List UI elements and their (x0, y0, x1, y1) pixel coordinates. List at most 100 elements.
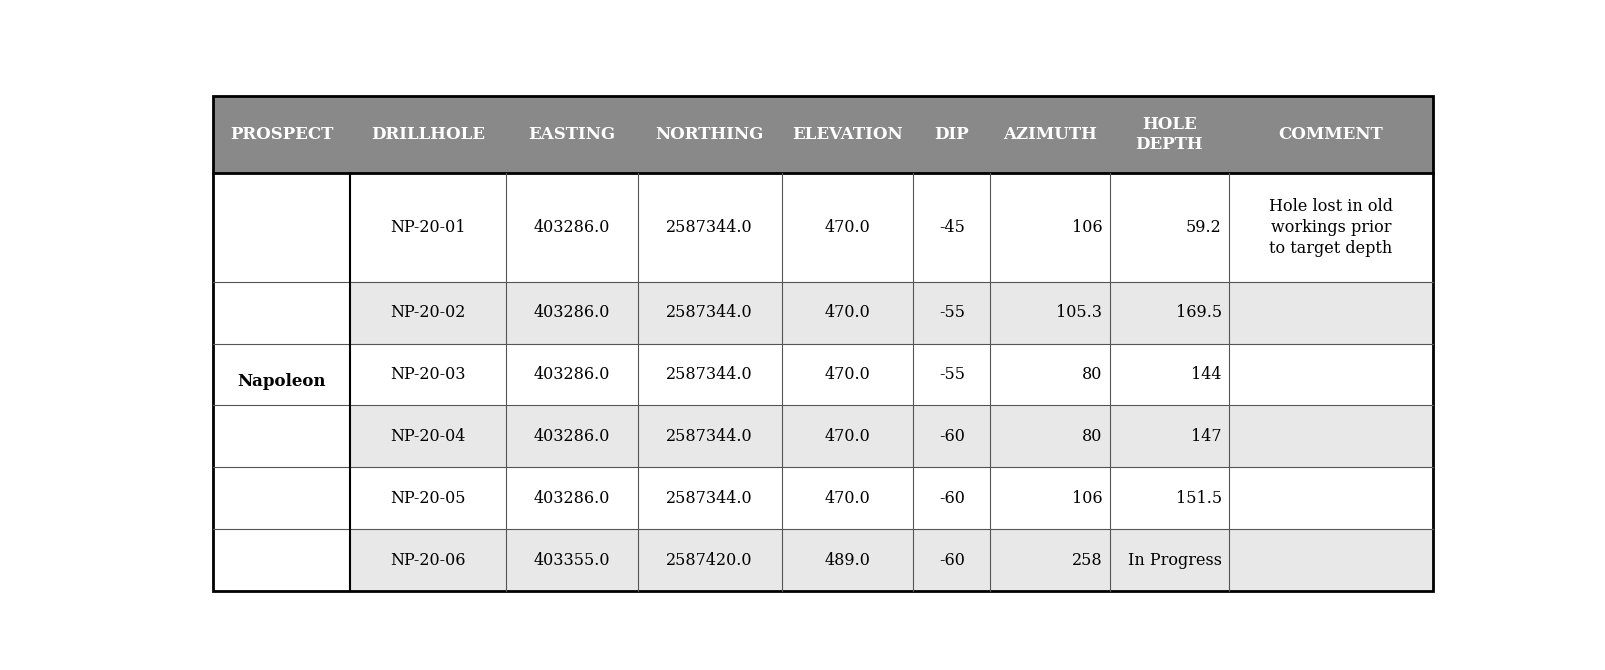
Text: 106: 106 (1071, 218, 1101, 236)
Bar (1109, 173, 1228, 281)
Bar (213, 344, 350, 405)
Bar (1109, 281, 1228, 344)
Bar (913, 344, 990, 405)
Text: 258: 258 (1071, 551, 1101, 569)
Bar (782, 468, 913, 529)
Text: 2587344.0: 2587344.0 (666, 304, 753, 321)
Bar (782, 529, 913, 591)
Text: AZIMUTH: AZIMUTH (1003, 126, 1096, 143)
Bar (213, 281, 350, 344)
Bar (1109, 405, 1228, 468)
Text: 2587344.0: 2587344.0 (666, 366, 753, 383)
Text: DIP: DIP (934, 126, 968, 143)
Text: 403286.0: 403286.0 (533, 218, 610, 236)
Bar (1109, 529, 1228, 591)
Text: -60: -60 (939, 428, 965, 445)
Text: 489.0: 489.0 (823, 551, 870, 569)
Text: Hole lost in old
workings prior
to target depth: Hole lost in old workings prior to targe… (1268, 198, 1392, 257)
Bar (213, 468, 350, 529)
Bar (990, 281, 1109, 344)
Text: 80: 80 (1082, 428, 1101, 445)
Bar (506, 173, 637, 281)
Text: 80: 80 (1082, 366, 1101, 383)
Bar (1228, 405, 1432, 468)
Text: 106: 106 (1071, 490, 1101, 507)
Text: 2587344.0: 2587344.0 (666, 428, 753, 445)
Bar (913, 405, 990, 468)
Bar (506, 529, 637, 591)
Text: -55: -55 (939, 366, 965, 383)
Text: 403286.0: 403286.0 (533, 366, 610, 383)
Text: -60: -60 (939, 551, 965, 569)
Bar (506, 281, 637, 344)
Text: NP-20-06: NP-20-06 (390, 551, 465, 569)
Text: 470.0: 470.0 (823, 428, 870, 445)
Text: PROSPECT: PROSPECT (230, 126, 332, 143)
Text: 147: 147 (1191, 428, 1221, 445)
Bar (213, 96, 1432, 173)
Text: 169.5: 169.5 (1175, 304, 1221, 321)
Bar (637, 405, 782, 468)
Bar (637, 281, 782, 344)
Text: 470.0: 470.0 (823, 218, 870, 236)
Bar (782, 281, 913, 344)
Text: NORTHING: NORTHING (655, 126, 764, 143)
Bar (506, 468, 637, 529)
Text: 59.2: 59.2 (1186, 218, 1221, 236)
Text: Napoleon: Napoleon (238, 373, 326, 391)
Bar (1228, 344, 1432, 405)
Bar (637, 344, 782, 405)
Text: 2587344.0: 2587344.0 (666, 490, 753, 507)
Bar (1109, 468, 1228, 529)
Text: 470.0: 470.0 (823, 490, 870, 507)
Bar (913, 173, 990, 281)
Bar (990, 173, 1109, 281)
Bar (213, 529, 350, 591)
Text: -60: -60 (939, 490, 965, 507)
Bar (1109, 344, 1228, 405)
Text: 2587420.0: 2587420.0 (666, 551, 753, 569)
Bar (1228, 173, 1432, 281)
Text: -55: -55 (939, 304, 965, 321)
Bar (1228, 281, 1432, 344)
Bar (990, 405, 1109, 468)
Bar (213, 173, 350, 281)
Text: In Progress: In Progress (1127, 551, 1221, 569)
Text: EASTING: EASTING (528, 126, 615, 143)
Text: 470.0: 470.0 (823, 304, 870, 321)
Text: 2587344.0: 2587344.0 (666, 218, 753, 236)
Text: 403286.0: 403286.0 (533, 490, 610, 507)
Bar (350, 468, 506, 529)
Bar (1228, 468, 1432, 529)
Text: DRILLHOLE: DRILLHOLE (371, 126, 485, 143)
Bar (213, 405, 350, 468)
Bar (506, 405, 637, 468)
Text: -45: -45 (939, 218, 965, 236)
Text: COMMENT: COMMENT (1278, 126, 1382, 143)
Text: 403355.0: 403355.0 (533, 551, 610, 569)
Text: HOLE
DEPTH: HOLE DEPTH (1135, 116, 1202, 153)
Bar (990, 344, 1109, 405)
Bar (782, 173, 913, 281)
Text: 151.5: 151.5 (1175, 490, 1221, 507)
Bar (350, 529, 506, 591)
Bar (637, 173, 782, 281)
Text: 470.0: 470.0 (823, 366, 870, 383)
Bar (506, 344, 637, 405)
Bar (350, 173, 506, 281)
Bar (913, 281, 990, 344)
Text: 105.3: 105.3 (1056, 304, 1101, 321)
Text: NP-20-01: NP-20-01 (390, 218, 465, 236)
Bar (782, 405, 913, 468)
Text: NP-20-05: NP-20-05 (390, 490, 465, 507)
Text: NP-20-04: NP-20-04 (390, 428, 465, 445)
Bar (782, 344, 913, 405)
Bar (990, 529, 1109, 591)
Text: NP-20-02: NP-20-02 (390, 304, 465, 321)
Bar (350, 405, 506, 468)
Text: 144: 144 (1191, 366, 1221, 383)
Text: ELEVATION: ELEVATION (791, 126, 902, 143)
Text: NP-20-03: NP-20-03 (390, 366, 465, 383)
Bar (637, 468, 782, 529)
Bar (990, 468, 1109, 529)
